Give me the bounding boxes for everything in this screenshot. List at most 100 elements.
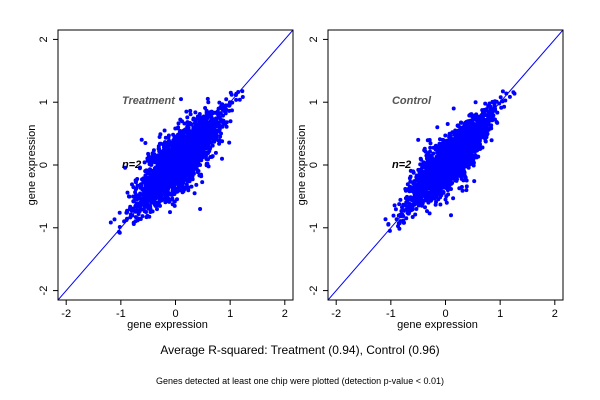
data-point <box>176 167 181 172</box>
data-point <box>143 141 148 145</box>
data-point <box>435 125 440 130</box>
data-point <box>124 218 129 222</box>
data-point <box>182 150 187 155</box>
data-point <box>432 179 436 184</box>
data-point <box>397 202 402 207</box>
data-point <box>450 150 455 155</box>
data-point <box>451 106 456 111</box>
data-point <box>424 181 429 186</box>
data-point <box>184 182 189 187</box>
y-tick-label: -2 <box>38 286 50 296</box>
data-point <box>466 165 471 170</box>
data-point <box>156 188 161 193</box>
data-point <box>217 141 222 146</box>
panel-label: Treatment <box>122 95 176 107</box>
data-point <box>453 133 458 138</box>
data-point <box>197 112 202 116</box>
x-tick-label: 0 <box>172 308 178 320</box>
data-point <box>460 173 465 177</box>
data-point <box>172 203 177 208</box>
data-point <box>473 148 478 153</box>
data-point <box>440 145 445 149</box>
data-point <box>126 194 131 199</box>
data-point <box>137 166 142 171</box>
data-point <box>434 200 438 204</box>
data-point <box>459 120 464 125</box>
data-point <box>166 153 171 158</box>
data-point <box>453 140 458 145</box>
data-point <box>452 155 457 160</box>
data-point <box>224 107 229 112</box>
data-point <box>203 123 208 128</box>
n-label: n=2 <box>392 159 411 171</box>
data-point <box>155 166 160 171</box>
data-point <box>447 154 452 159</box>
data-point <box>444 157 448 162</box>
data-point <box>149 182 154 187</box>
data-point <box>181 181 186 185</box>
data-point <box>449 139 454 144</box>
data-point <box>441 162 446 167</box>
data-point <box>172 184 177 189</box>
data-point <box>203 129 208 134</box>
data-point <box>131 194 136 199</box>
data-point <box>220 139 225 144</box>
data-point <box>153 182 158 187</box>
data-points <box>108 89 245 235</box>
data-point <box>155 207 159 212</box>
data-point <box>209 115 214 120</box>
data-point <box>460 137 465 141</box>
data-point <box>428 141 433 146</box>
data-point <box>420 177 425 182</box>
data-point <box>153 172 158 177</box>
data-point <box>228 90 233 95</box>
data-point <box>138 182 143 187</box>
data-point <box>424 165 429 170</box>
data-point <box>460 188 465 193</box>
data-point <box>504 91 509 96</box>
data-point <box>486 104 491 108</box>
y-tick-label: 0 <box>308 162 320 168</box>
data-point <box>415 201 420 206</box>
data-point <box>425 138 430 143</box>
data-point <box>123 165 128 170</box>
data-point <box>131 199 136 204</box>
data-point <box>396 221 401 226</box>
data-point <box>151 155 155 160</box>
data-point <box>434 154 439 159</box>
data-point <box>117 210 122 215</box>
data-point <box>386 222 391 226</box>
data-point <box>182 143 187 148</box>
data-point <box>427 211 432 216</box>
data-point <box>182 176 187 181</box>
data-point <box>500 89 505 94</box>
data-point <box>438 195 443 200</box>
data-point <box>180 171 185 176</box>
data-point <box>205 96 210 101</box>
data-point <box>175 197 179 202</box>
data-point <box>423 205 427 210</box>
data-point <box>398 214 403 219</box>
y-axis-label: gene expression <box>296 125 308 206</box>
data-point <box>422 146 427 151</box>
data-point <box>463 124 468 129</box>
data-point <box>216 122 221 127</box>
data-point <box>453 169 458 174</box>
data-point <box>467 134 472 138</box>
data-point <box>233 93 238 97</box>
data-point <box>176 121 181 126</box>
data-point <box>163 196 168 201</box>
data-point <box>475 141 480 146</box>
data-point <box>399 209 404 213</box>
data-point <box>173 147 178 152</box>
data-point <box>465 119 470 124</box>
data-point <box>436 173 441 178</box>
data-point <box>441 153 446 157</box>
data-point <box>176 149 181 154</box>
data-point <box>148 206 153 211</box>
data-point <box>180 190 185 195</box>
y-tick-label: 2 <box>308 36 320 42</box>
data-point <box>135 177 140 181</box>
data-point <box>177 156 182 161</box>
data-point <box>199 174 204 179</box>
